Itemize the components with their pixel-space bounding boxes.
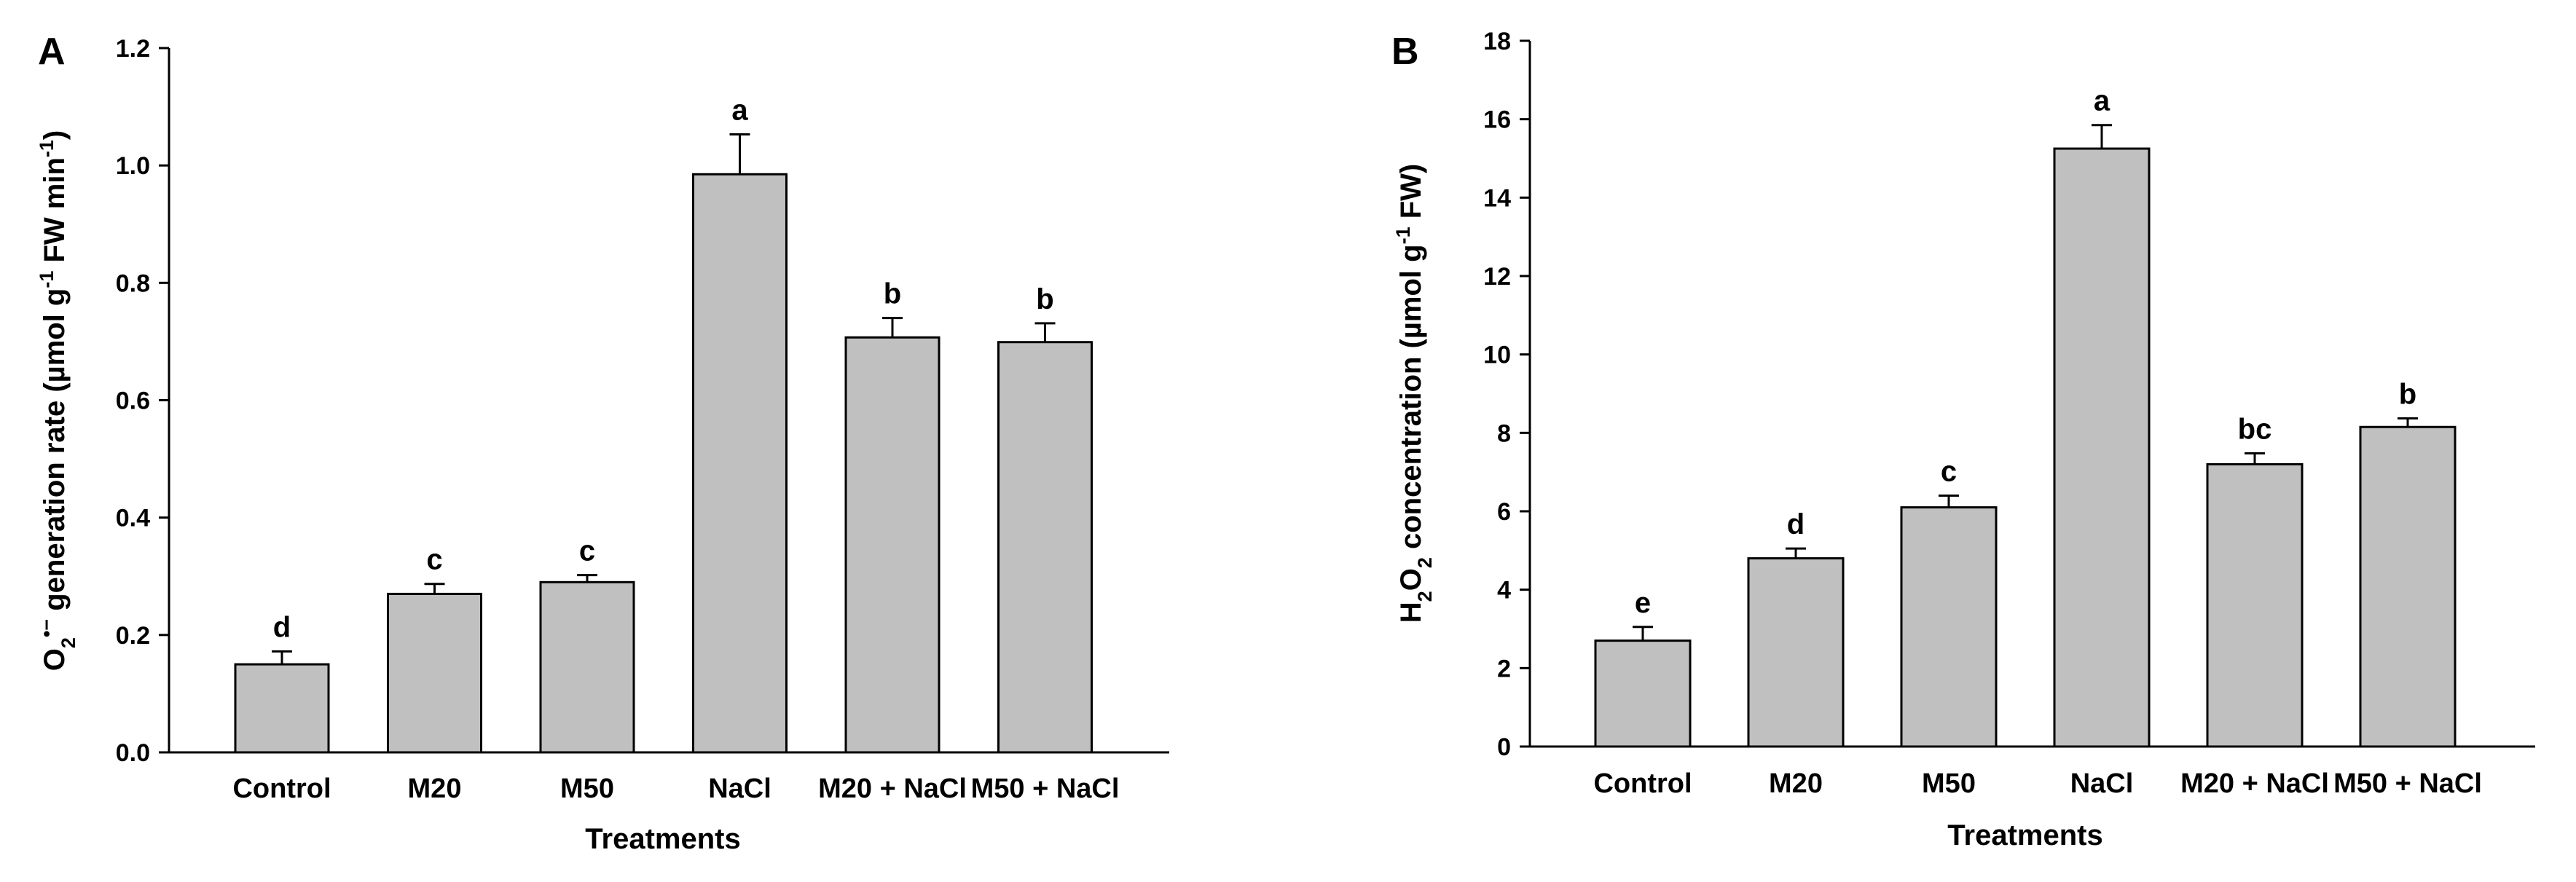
panel-a-category-labels: Control M20 M50 NaCl M20 + NaCl M50 + NaCl (232, 773, 1119, 804)
y-tick-label: 4 (1497, 577, 1511, 605)
bar-m20-nacl (2206, 462, 2304, 748)
category-label: NaCl (2070, 768, 2134, 799)
significance-label: e (1635, 587, 1651, 619)
y-tick-label: 18 (1483, 28, 1511, 55)
significance-label: d (1787, 508, 1805, 540)
category-label: M50 + NaCl (2333, 768, 2482, 799)
panel-a-letter: A (38, 31, 66, 73)
category-label: M20 (408, 773, 462, 804)
bar-nacl (692, 173, 788, 754)
significance-label: a (2094, 85, 2110, 117)
category-label: M50 + NaCl (971, 773, 1120, 804)
y-tick-label: 0.2 (116, 622, 150, 650)
panel-a-chart: A d c c a b b 0.0 0.2 0.4 0.6 0.8 1.0 1.2 Control M2… (36, 31, 1169, 855)
panel-a-bars (234, 173, 1093, 754)
significance-label: a (731, 94, 748, 126)
y-tick-label: 0.0 (116, 739, 150, 767)
panel-b-letter: B (1391, 31, 1419, 73)
y-tick-label: 12 (1483, 263, 1511, 291)
bar-m50-nacl (2359, 425, 2457, 748)
bar-nacl (2053, 147, 2151, 748)
bar-m20 (1747, 557, 1845, 748)
category-label: M20 + NaCl (2180, 768, 2329, 799)
category-label: M50 (560, 773, 614, 804)
y-tick-label: 14 (1483, 184, 1511, 212)
y-tick-label: 0.8 (116, 269, 150, 297)
category-label: NaCl (708, 773, 771, 804)
y-tick-label: 1.0 (116, 152, 150, 180)
y-tick-label: 6 (1497, 498, 1511, 526)
y-tick-label: 0 (1497, 733, 1511, 761)
y-tick-label: 2 (1497, 655, 1511, 682)
panel-a-error-bars (272, 133, 1056, 665)
bar-m50 (539, 580, 635, 754)
y-tick-label: 1.2 (116, 35, 150, 63)
significance-label: b (2399, 378, 2416, 410)
panel-b-x-axis-title: Treatments (1947, 819, 2102, 851)
panel-b-y-ticks: 0 2 4 6 8 10 12 14 16 18 (1483, 28, 1530, 761)
category-label: Control (1593, 768, 1692, 799)
bar-m50 (1900, 506, 1998, 748)
panel-b-category-labels: Control M20 M50 NaCl M20 + NaCl M50 + NaCl (1593, 768, 2481, 799)
bar-control (1594, 639, 1692, 748)
bar-m20 (387, 592, 482, 754)
significance-label: d (273, 611, 291, 643)
y-tick-label: 16 (1483, 106, 1511, 134)
panel-a-x-axis-title: Treatments (585, 823, 740, 855)
y-tick-label: 0.6 (116, 387, 150, 415)
y-tick-label: 10 (1483, 342, 1511, 369)
panel-b-bars (1594, 147, 2457, 748)
significance-label: bc (2238, 413, 2272, 445)
panel-a-significance-labels: d c c a b b (273, 94, 1054, 643)
significance-label: c (426, 544, 442, 576)
panel-a-y-ticks: 0.0 0.2 0.4 0.6 0.8 1.0 1.2 (116, 35, 169, 767)
significance-label: c (1941, 455, 1957, 487)
significance-label: c (579, 535, 595, 567)
y-tick-label: 8 (1497, 420, 1511, 447)
bar-control (234, 663, 330, 754)
panel-a-y-axis-title: O2•− generation rate (µmol g-1 FW min-1) (36, 130, 79, 672)
panel-b-error-bars (1633, 124, 2418, 641)
y-tick-label: 0.4 (116, 505, 150, 532)
category-label: M50 (1922, 768, 1976, 799)
panel-b-chart: B e d c a bc b 0 2 4 6 8 10 12 14 16 18 Control M20 M50 N… (1391, 28, 2535, 851)
category-label: M20 + NaCl (818, 773, 967, 804)
panel-b-significance-labels: e d c a bc b (1635, 85, 2416, 619)
bar-m50-nacl (997, 341, 1093, 754)
significance-label: b (1036, 283, 1053, 315)
category-label: Control (232, 773, 331, 804)
panel-b-y-axis-title: H2O2 concentration (µmol g-1 FW) (1392, 164, 1436, 623)
bar-m20-nacl (844, 336, 941, 754)
category-label: M20 (1769, 768, 1823, 799)
significance-label: b (884, 278, 901, 310)
